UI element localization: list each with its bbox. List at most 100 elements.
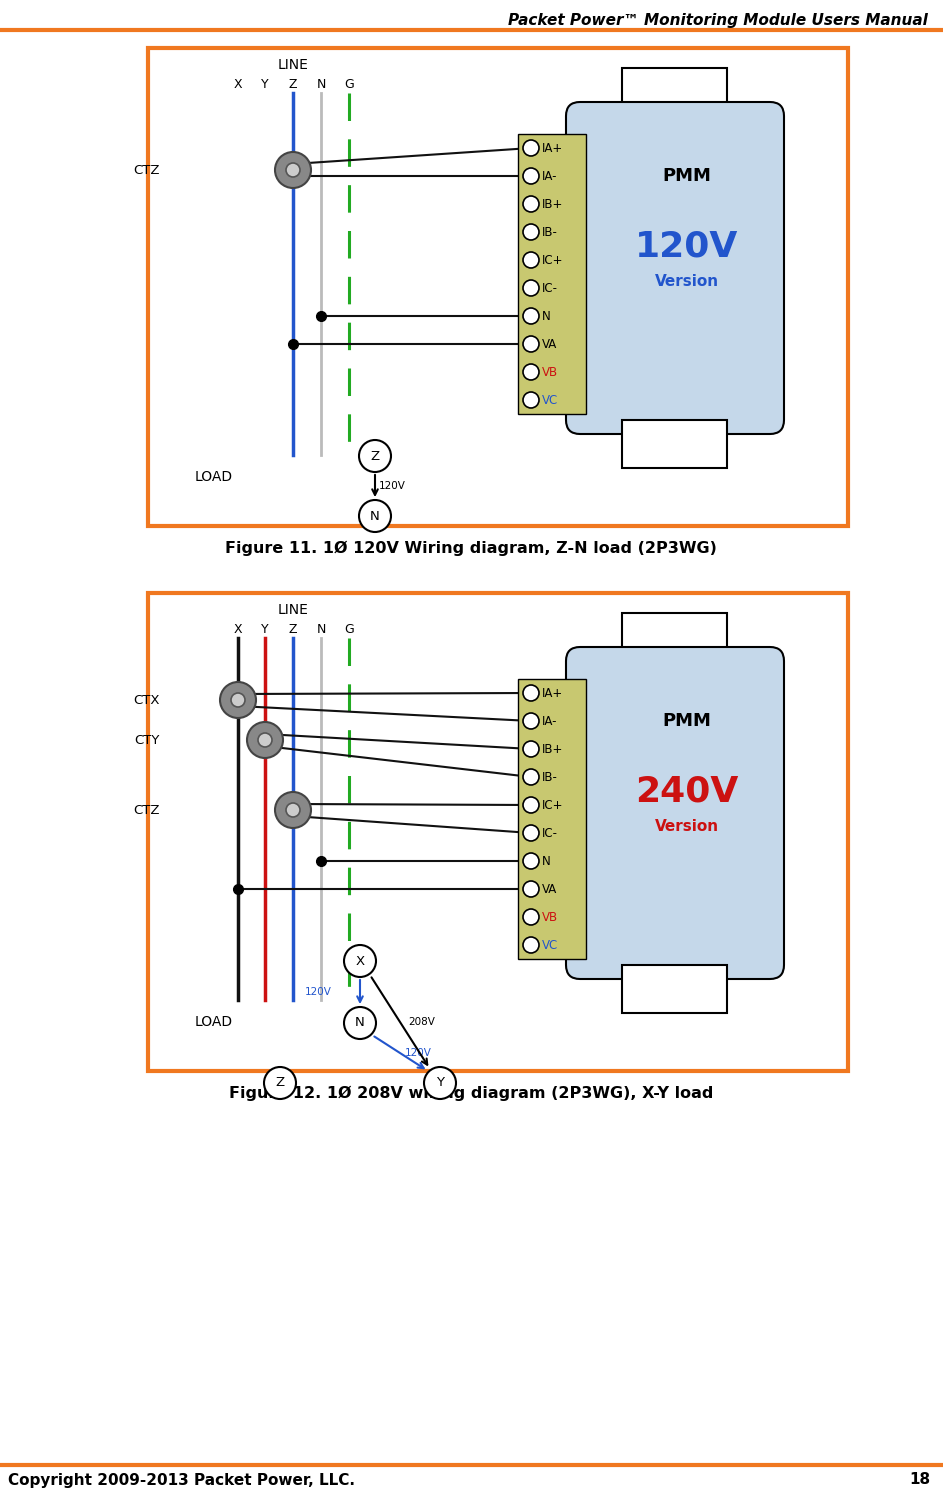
Bar bbox=[622, 965, 727, 1013]
Circle shape bbox=[523, 714, 539, 729]
Circle shape bbox=[523, 741, 539, 757]
Text: IA-: IA- bbox=[542, 169, 557, 183]
Circle shape bbox=[523, 168, 539, 184]
Text: N: N bbox=[542, 854, 551, 868]
Circle shape bbox=[523, 936, 539, 953]
Circle shape bbox=[424, 1067, 456, 1100]
Bar bbox=[148, 592, 848, 1071]
Circle shape bbox=[523, 797, 539, 812]
Bar bbox=[518, 679, 586, 959]
Bar bbox=[518, 135, 586, 414]
Text: IA+: IA+ bbox=[542, 687, 563, 700]
Circle shape bbox=[247, 723, 283, 758]
Circle shape bbox=[286, 803, 300, 817]
Text: CTZ: CTZ bbox=[134, 803, 160, 817]
Text: N: N bbox=[356, 1016, 365, 1029]
Circle shape bbox=[258, 733, 272, 747]
Text: X: X bbox=[234, 78, 242, 90]
Circle shape bbox=[523, 337, 539, 352]
Text: VA: VA bbox=[542, 338, 557, 350]
Text: IC+: IC+ bbox=[542, 253, 564, 266]
Circle shape bbox=[523, 141, 539, 156]
Text: IC-: IC- bbox=[542, 826, 558, 839]
Text: VA: VA bbox=[542, 883, 557, 896]
Text: Figure 12. 1Ø 208V wiring diagram (2P3WG), X-Y load: Figure 12. 1Ø 208V wiring diagram (2P3WG… bbox=[229, 1085, 713, 1101]
Text: IB+: IB+ bbox=[542, 197, 563, 211]
Circle shape bbox=[523, 392, 539, 408]
Text: Z: Z bbox=[289, 622, 297, 636]
Text: Version: Version bbox=[655, 274, 720, 289]
Text: IB+: IB+ bbox=[542, 742, 563, 755]
Circle shape bbox=[523, 196, 539, 212]
Text: Z: Z bbox=[289, 78, 297, 90]
Text: G: G bbox=[344, 78, 354, 90]
Text: VC: VC bbox=[542, 938, 558, 951]
Text: 208V: 208V bbox=[408, 1017, 435, 1026]
Text: Z: Z bbox=[371, 449, 380, 462]
Text: LOAD: LOAD bbox=[195, 470, 233, 485]
Text: VC: VC bbox=[542, 393, 558, 407]
Text: X: X bbox=[234, 622, 242, 636]
Circle shape bbox=[359, 440, 391, 473]
Bar bbox=[622, 67, 727, 117]
Circle shape bbox=[275, 791, 311, 827]
Text: 120V: 120V bbox=[306, 987, 332, 996]
Text: IC+: IC+ bbox=[542, 799, 564, 811]
Text: PMM: PMM bbox=[663, 168, 711, 186]
Circle shape bbox=[523, 308, 539, 325]
Text: 18: 18 bbox=[909, 1472, 930, 1487]
Text: LOAD: LOAD bbox=[195, 1014, 233, 1029]
Text: IA-: IA- bbox=[542, 715, 557, 727]
FancyBboxPatch shape bbox=[566, 646, 784, 978]
Text: 120V: 120V bbox=[405, 1049, 432, 1058]
Text: X: X bbox=[356, 954, 365, 968]
Circle shape bbox=[275, 153, 311, 188]
Text: IA+: IA+ bbox=[542, 142, 563, 154]
Bar bbox=[622, 420, 727, 468]
Text: Copyright 2009-2013 Packet Power, LLC.: Copyright 2009-2013 Packet Power, LLC. bbox=[8, 1472, 355, 1487]
Circle shape bbox=[344, 945, 376, 977]
Text: Version: Version bbox=[655, 818, 720, 833]
Circle shape bbox=[523, 364, 539, 380]
Text: Z: Z bbox=[275, 1077, 285, 1089]
Circle shape bbox=[220, 682, 256, 718]
Circle shape bbox=[523, 280, 539, 296]
Text: N: N bbox=[542, 310, 551, 323]
Text: VB: VB bbox=[542, 911, 558, 923]
Text: IC-: IC- bbox=[542, 281, 558, 295]
Circle shape bbox=[523, 224, 539, 239]
Circle shape bbox=[523, 251, 539, 268]
Text: LINE: LINE bbox=[277, 58, 308, 72]
Circle shape bbox=[523, 769, 539, 785]
Text: 240V: 240V bbox=[636, 773, 738, 808]
Text: Y: Y bbox=[436, 1077, 444, 1089]
Text: Packet Power™ Monitoring Module Users Manual: Packet Power™ Monitoring Module Users Ma… bbox=[508, 12, 928, 27]
Text: IB-: IB- bbox=[542, 770, 558, 784]
Text: IB-: IB- bbox=[542, 226, 558, 238]
Circle shape bbox=[523, 853, 539, 869]
Text: LINE: LINE bbox=[277, 603, 308, 616]
Circle shape bbox=[523, 685, 539, 702]
FancyBboxPatch shape bbox=[566, 102, 784, 434]
Text: 120V: 120V bbox=[636, 229, 738, 263]
Text: N: N bbox=[316, 78, 325, 90]
Circle shape bbox=[359, 500, 391, 533]
Text: CTZ: CTZ bbox=[134, 163, 160, 177]
Text: 120V: 120V bbox=[379, 482, 405, 491]
Text: VB: VB bbox=[542, 365, 558, 378]
Text: G: G bbox=[344, 622, 354, 636]
Circle shape bbox=[231, 693, 245, 708]
Circle shape bbox=[523, 910, 539, 925]
Circle shape bbox=[523, 881, 539, 898]
Text: Y: Y bbox=[261, 622, 269, 636]
Bar bbox=[622, 613, 727, 661]
Text: Figure 11. 1Ø 120V Wiring diagram, Z-N load (2P3WG): Figure 11. 1Ø 120V Wiring diagram, Z-N l… bbox=[225, 540, 717, 555]
Text: N: N bbox=[370, 510, 380, 522]
Text: N: N bbox=[316, 622, 325, 636]
Bar bbox=[148, 48, 848, 527]
Text: CTY: CTY bbox=[135, 733, 160, 747]
Text: CTX: CTX bbox=[134, 694, 160, 706]
Circle shape bbox=[523, 824, 539, 841]
Circle shape bbox=[286, 163, 300, 177]
Text: Y: Y bbox=[261, 78, 269, 90]
